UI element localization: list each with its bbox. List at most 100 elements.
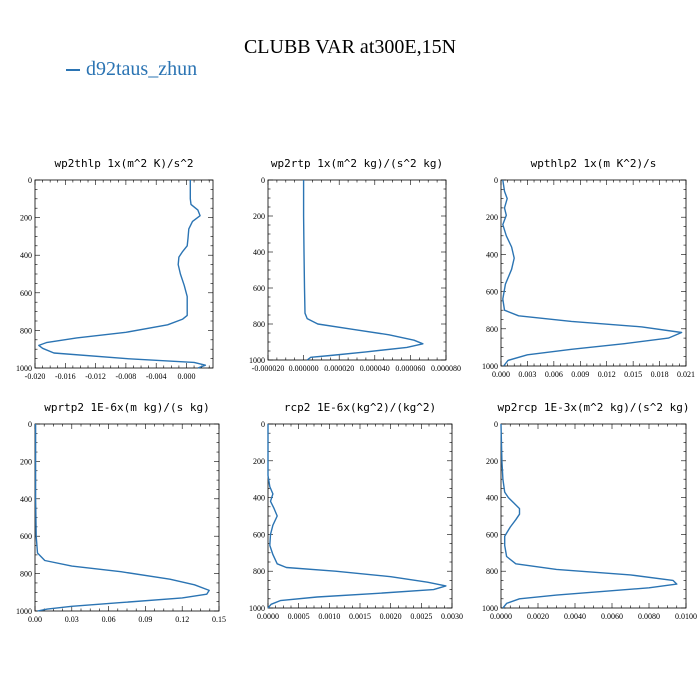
y-tick-label: 400	[253, 248, 265, 257]
x-tick-label: 0.018	[651, 370, 669, 379]
x-tick-label: 0.015	[624, 370, 642, 379]
x-tick-label: 0.0020	[380, 612, 402, 621]
y-tick-label: 400	[20, 251, 32, 260]
panel-3: wpthlp2 1x(m K^2)/s020040060080010000.00…	[482, 157, 695, 379]
y-tick-label: 400	[486, 250, 498, 259]
panel-1: wp2thlp 1x(m^2 K)/s^202004006008001000-0…	[16, 157, 214, 381]
plot-frame	[500, 179, 687, 367]
y-tick-label: 200	[486, 213, 498, 222]
series-line	[302, 180, 424, 361]
x-tick-label: -0.020	[25, 372, 46, 381]
x-tick-label: 0.0060	[601, 612, 623, 621]
figure-title: CLUBB VAR at300E,15N	[243, 36, 457, 58]
y-tick-label: 600	[20, 289, 32, 298]
y-tick-label: 1000	[249, 604, 265, 613]
y-tick-label: 600	[486, 288, 498, 297]
panel-2: wp2rtp 1x(m^2 kg)/(s^2 kg) 0 200 400 600 800 1…	[249, 157, 461, 373]
x-tick-label: -0.012	[85, 372, 106, 381]
x-tick-label: -0.004	[146, 372, 167, 381]
legend: d92taus_zhun	[66, 58, 197, 81]
y-tick-label: 0	[261, 420, 265, 429]
y-tick-label: 800	[20, 326, 32, 335]
x-tick-label: 0.0000	[490, 612, 512, 621]
y-tick-label: 200	[253, 212, 265, 221]
y-tick-label: 800	[253, 320, 265, 329]
x-tick-label: 0.000	[177, 372, 195, 381]
x-tick-label: -0.008	[116, 372, 137, 381]
panel-5: rcp2 1E-6x(kg^2)/(kg^2) 0 200 400 600 800 1000…	[249, 401, 463, 621]
x-tick-label: 0.003	[518, 370, 536, 379]
y-tick-label: 400	[20, 495, 32, 504]
series-line	[34, 424, 210, 612]
x-tick-label: 0.06	[102, 615, 116, 624]
y-tick-label: 1000	[16, 607, 32, 616]
x-tick-label: 0.000	[492, 370, 510, 379]
x-tick-label: 0.000080	[431, 364, 461, 373]
panel-6: wp2rcp 1E-3x(m^2 kg)/(s^2 kg) 0 200 400 600 8…	[482, 401, 697, 621]
x-tick-label: 0.000060	[395, 364, 425, 373]
x-tick-label: 0.0020	[527, 612, 549, 621]
y-tick-label: 1000	[482, 604, 498, 613]
x-tick-label: 0.012	[598, 370, 616, 379]
y-tick-label: 600	[253, 530, 265, 539]
y-tick-label: 800	[486, 567, 498, 576]
plot-frame	[267, 179, 447, 361]
series-line	[38, 180, 207, 369]
plot-frame	[267, 423, 453, 609]
legend-label: d92taus_zhun	[86, 58, 198, 80]
y-tick-label: 800	[253, 567, 265, 576]
panel-title: wp2thlp 1x(m^2 K)/s^2	[54, 157, 193, 170]
panel-title: wp2rtp 1x(m^2 kg)/(s^2 kg)	[271, 157, 443, 170]
x-tick-label: 0.006	[545, 370, 563, 379]
x-tick-label: 0.009	[571, 370, 589, 379]
y-tick-label: 0	[494, 420, 498, 429]
x-tick-label: 0.09	[138, 615, 152, 624]
panel-4: wprtp2 1E-6x(m kg)/(s kg) 0 200 400 600 800 10…	[16, 401, 226, 624]
y-tick-label: 200	[20, 214, 32, 223]
x-tick-label: 0.15	[212, 615, 226, 624]
x-tick-label: -0.000020	[252, 364, 285, 373]
y-tick-label: 800	[20, 570, 32, 579]
y-tick-label: 600	[253, 284, 265, 293]
panel-title: wp2rcp 1E-3x(m^2 kg)/(s^2 kg)	[497, 401, 689, 414]
x-tick-label: 0.0000	[257, 612, 279, 621]
x-tick-label: 0.000020	[324, 364, 354, 373]
y-tick-label: 0	[28, 176, 32, 185]
series-line	[267, 424, 447, 609]
y-tick-label: 0	[494, 176, 498, 185]
x-tick-label: 0.03	[65, 615, 79, 624]
x-tick-label: 0.000040	[360, 364, 390, 373]
y-tick-label: 1000	[482, 362, 498, 371]
x-tick-label: 0.000000	[289, 364, 319, 373]
legend-line-swatch	[66, 69, 80, 72]
panel-title: rcp2 1E-6x(kg^2)/(kg^2)	[284, 401, 436, 414]
y-tick-label: 600	[486, 530, 498, 539]
y-tick-label: 800	[486, 325, 498, 334]
x-tick-label: 0.0080	[638, 612, 660, 621]
x-tick-label: 0.0015	[349, 612, 371, 621]
x-tick-label: 0.0025	[410, 612, 432, 621]
x-tick-label: 0.0030	[441, 612, 463, 621]
y-tick-label: 200	[486, 457, 498, 466]
y-tick-label: 600	[20, 532, 32, 541]
y-tick-label: 200	[20, 457, 32, 466]
x-tick-label: 0.0005	[288, 612, 310, 621]
x-tick-label: 0.12	[175, 615, 189, 624]
y-tick-label: 400	[486, 494, 498, 503]
panel-title: wprtp2 1E-6x(m kg)/(s kg)	[44, 401, 210, 414]
y-tick-label: 0	[261, 176, 265, 185]
series-line	[500, 423, 678, 609]
x-tick-label: 0.00	[28, 615, 42, 624]
panel-title: wpthlp2 1x(m K^2)/s	[531, 157, 657, 170]
y-tick-label: 0	[28, 420, 32, 429]
x-tick-label: -0.016	[55, 372, 76, 381]
y-tick-label: 400	[253, 494, 265, 503]
y-tick-label: 200	[253, 457, 265, 466]
y-tick-label: 1000	[249, 356, 265, 365]
series-line	[502, 179, 683, 367]
y-tick-label: 1000	[16, 364, 32, 373]
x-tick-label: 0.0010	[318, 612, 340, 621]
plot-frame	[500, 423, 687, 609]
x-tick-label: 0.0040	[564, 612, 586, 621]
